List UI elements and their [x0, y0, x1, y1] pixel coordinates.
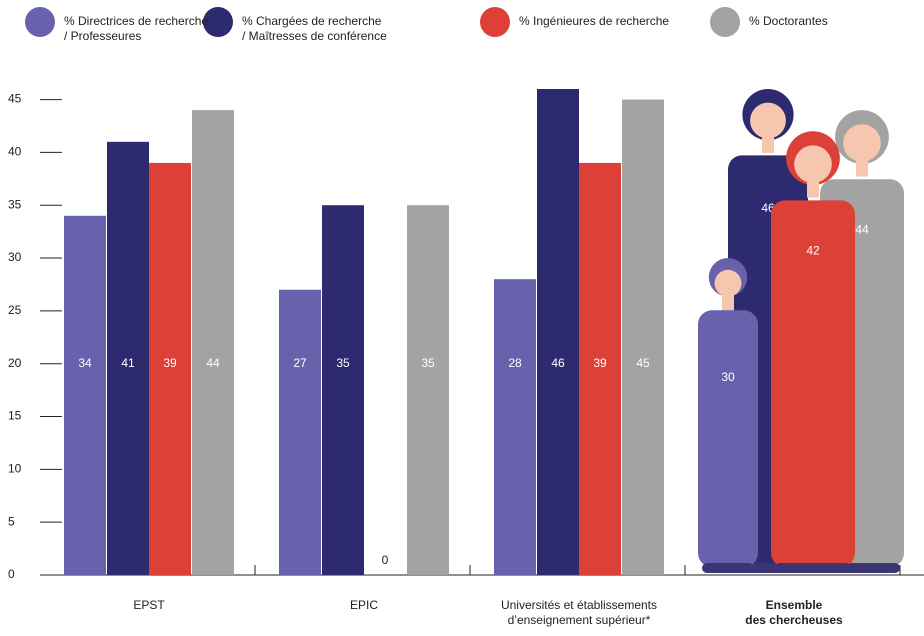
value-label: 35 — [336, 356, 350, 370]
legend-swatch — [480, 7, 510, 37]
value-label: 35 — [421, 356, 435, 370]
value-label: 41 — [121, 356, 135, 370]
bar — [494, 279, 536, 575]
figure-face — [714, 269, 742, 297]
figure-neck — [856, 158, 868, 177]
figure-face — [794, 145, 832, 183]
legend-swatch — [710, 7, 740, 37]
value-label: 34 — [78, 356, 92, 370]
x-tick-label: EPIC — [349, 598, 378, 612]
value-label: 28 — [508, 356, 522, 370]
value-label: 44 — [206, 356, 220, 370]
figure-feet — [702, 563, 754, 573]
bar — [192, 110, 234, 575]
y-tick-label: 5 — [8, 514, 15, 528]
bar — [107, 141, 149, 575]
value-label: 45 — [636, 356, 650, 370]
bar — [149, 162, 191, 575]
legend-label: % Doctorantes — [749, 14, 828, 28]
figure-neck — [722, 292, 734, 311]
legend-label: % Ingénieures de recherche — [519, 14, 670, 28]
y-tick-label: 10 — [8, 462, 22, 476]
bar — [279, 289, 321, 575]
x-tick-label: Universités et établissements d’enseigne… — [500, 598, 658, 627]
figure-face — [750, 102, 786, 139]
y-tick-label: 30 — [8, 250, 22, 264]
legend-swatch — [25, 7, 55, 37]
bar — [622, 99, 664, 575]
x-tick-label: EPST — [133, 598, 165, 612]
value-label: 39 — [163, 356, 177, 370]
bar — [579, 162, 621, 575]
y-tick-label: 45 — [8, 92, 22, 106]
figure — [771, 131, 855, 573]
value-label: 46 — [551, 356, 565, 370]
value-label: 27 — [293, 356, 307, 370]
legend-swatch — [203, 7, 233, 37]
x-tick-label: Ensemble des chercheuses — [745, 598, 843, 627]
legend-label: % Directrices de recherche / Professeure… — [64, 14, 209, 43]
value-label: 39 — [593, 356, 607, 370]
y-tick-label: 0 — [8, 567, 15, 581]
figure-body — [771, 200, 855, 568]
y-tick-label: 40 — [8, 145, 22, 159]
value-label: 0 — [382, 553, 389, 567]
figure-neck — [807, 179, 819, 198]
bar — [64, 215, 106, 576]
y-tick-label: 35 — [8, 197, 22, 211]
legend-label: % Chargées de recherche / Maîtresses de … — [242, 14, 387, 43]
figure-face — [843, 124, 881, 162]
figure-feet — [775, 563, 851, 573]
value-label: 44 — [855, 222, 869, 236]
bar — [407, 205, 449, 575]
bar — [322, 205, 364, 575]
y-tick-label: 15 — [8, 409, 22, 423]
y-tick-label: 25 — [8, 303, 22, 317]
value-label: 42 — [806, 243, 820, 257]
value-label: 30 — [721, 370, 735, 384]
y-tick-label: 20 — [8, 356, 22, 370]
bar — [537, 89, 579, 575]
figure — [698, 258, 758, 573]
figure-body — [698, 310, 758, 567]
figure-neck — [762, 135, 774, 154]
